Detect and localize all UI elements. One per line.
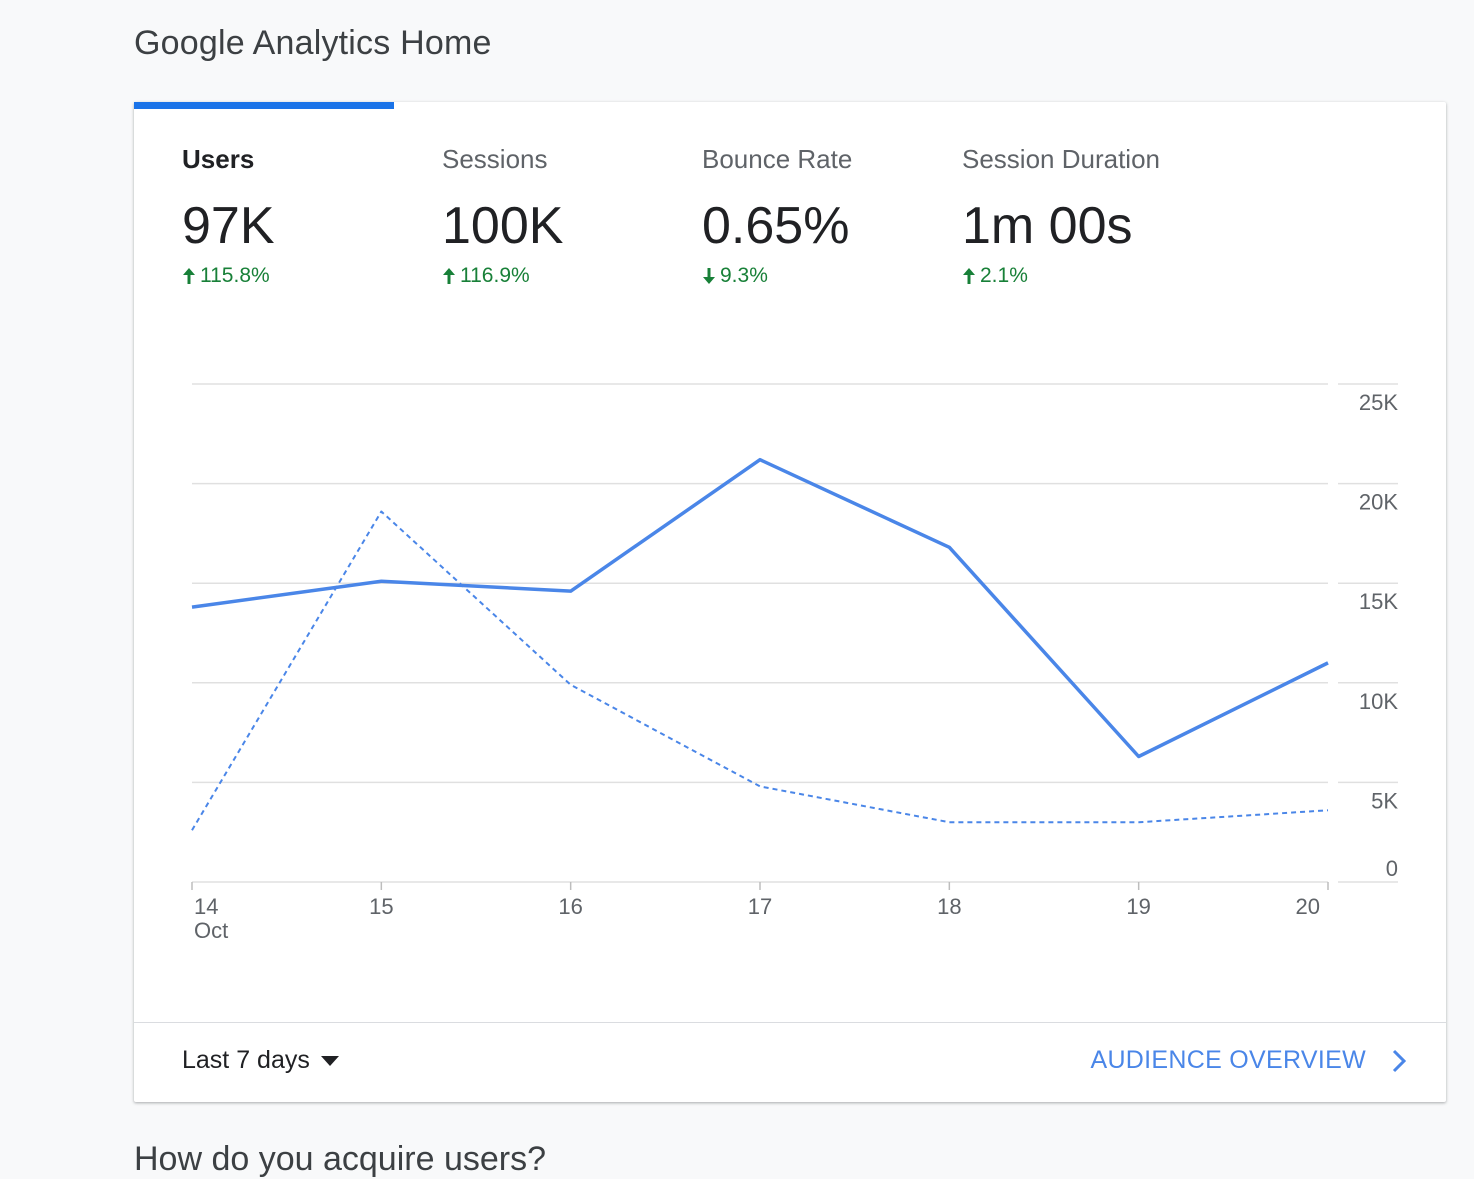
audience-overview-link[interactable]: AUDIENCE OVERVIEW — [1090, 1046, 1406, 1075]
date-range-dropdown[interactable]: Last 7 days — [182, 1046, 340, 1075]
y-tick-label: 5K — [1371, 788, 1398, 813]
date-range-label: Last 7 days — [182, 1046, 310, 1074]
page-title: Google Analytics Home — [134, 24, 492, 62]
chart-canvas: 0 5K 10K 15K 20K 25K 14 15 16 17 18 19 20 Oct — [191, 383, 1398, 943]
x-tick-label: 14 — [194, 894, 218, 919]
active-tab-indicator — [134, 102, 394, 109]
x-tick-label: 20 — [1296, 894, 1320, 919]
metric-change-value: 2.1% — [980, 264, 1028, 287]
y-tick-label: 10K — [1359, 689, 1398, 714]
metric-label: Users — [182, 144, 255, 174]
x-tick-label: 18 — [937, 894, 961, 919]
users-line-chart: 0 5K 10K 15K 20K 25K 14 15 16 17 18 19 20 Oct — [134, 372, 1446, 1062]
arrow-up-icon — [963, 268, 975, 284]
x-tick-label: 16 — [558, 894, 582, 919]
metric-change-value: 116.9% — [460, 264, 530, 287]
metric-change: 116.9% — [442, 264, 702, 288]
metric-change: 2.1% — [962, 264, 1222, 288]
y-tick-label: 15K — [1359, 589, 1398, 614]
analytics-summary-card: Users 97K 115.8% Sessions 100K 116.9% Bo… — [134, 102, 1446, 1102]
footer-divider — [134, 1022, 1446, 1023]
section-heading-acquisition: How do you acquire users? — [134, 1140, 547, 1178]
metric-change: 115.8% — [182, 264, 442, 288]
metric-label: Bounce Rate — [702, 144, 853, 174]
metric-tab-session-duration[interactable]: Session Duration 1m 00s 2.1% — [962, 144, 1222, 288]
x-tick-label: 17 — [748, 894, 772, 919]
metric-tab-bounce-rate[interactable]: Bounce Rate 0.65% 9.3% — [702, 144, 962, 288]
y-tick-label: 20K — [1359, 490, 1398, 515]
x-month-label: Oct — [194, 918, 228, 943]
arrow-up-icon — [443, 268, 455, 284]
audience-overview-label: AUDIENCE OVERVIEW — [1090, 1046, 1366, 1074]
metric-value: 100K — [442, 197, 564, 255]
metric-change-value: 115.8% — [200, 264, 270, 287]
metric-value: 97K — [182, 197, 275, 255]
series-line-previous-period — [191, 510, 1329, 831]
chevron-right-icon — [1392, 1049, 1406, 1072]
x-tick-label: 19 — [1126, 894, 1150, 919]
metric-tab-sessions[interactable]: Sessions 100K 116.9% — [442, 144, 702, 288]
metric-label: Session Duration — [962, 144, 1160, 174]
y-tick-label: 0 — [1386, 856, 1398, 881]
metric-change-value: 9.3% — [720, 264, 768, 287]
metric-value: 1m 00s — [962, 197, 1133, 255]
y-tick-label: 25K — [1359, 390, 1398, 415]
x-tick-label: 15 — [369, 894, 393, 919]
series-line-current-period — [191, 457, 1329, 759]
dropdown-arrow-icon — [320, 1055, 339, 1066]
metric-value: 0.65% — [702, 197, 850, 255]
arrow-down-icon — [703, 268, 715, 284]
metric-tab-users[interactable]: Users 97K 115.8% — [182, 144, 442, 288]
metric-label: Sessions — [442, 144, 548, 174]
metric-change: 9.3% — [702, 264, 962, 288]
arrow-up-icon — [183, 268, 195, 284]
